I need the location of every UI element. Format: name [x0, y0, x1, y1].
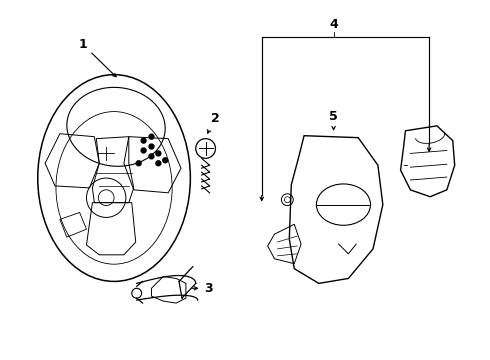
Text: 1: 1 — [78, 38, 116, 77]
Circle shape — [141, 148, 146, 153]
Circle shape — [156, 151, 161, 156]
Text: 3: 3 — [192, 282, 213, 295]
Circle shape — [149, 134, 154, 139]
Circle shape — [149, 144, 154, 149]
Circle shape — [136, 161, 141, 166]
Circle shape — [156, 161, 161, 166]
Circle shape — [163, 158, 168, 163]
Circle shape — [141, 138, 146, 143]
Circle shape — [149, 154, 154, 159]
Text: 5: 5 — [329, 109, 338, 130]
Text: 2: 2 — [208, 112, 220, 133]
Text: 4: 4 — [329, 18, 338, 31]
